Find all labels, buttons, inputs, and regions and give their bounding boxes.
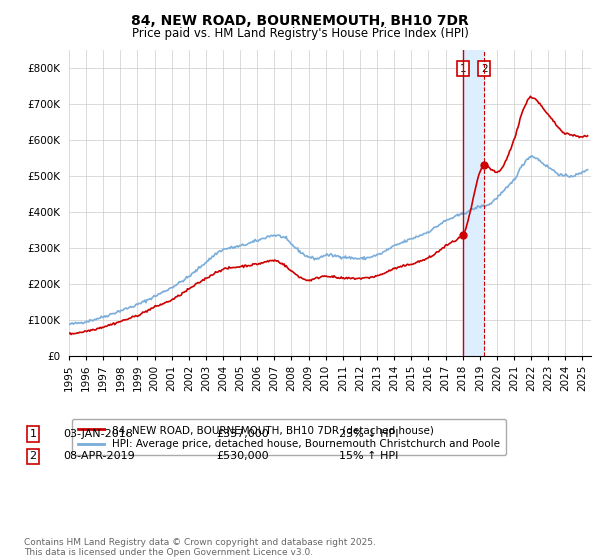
Text: 84, NEW ROAD, BOURNEMOUTH, BH10 7DR: 84, NEW ROAD, BOURNEMOUTH, BH10 7DR xyxy=(131,14,469,28)
Text: 08-APR-2019: 08-APR-2019 xyxy=(63,451,135,461)
Text: 03-JAN-2018: 03-JAN-2018 xyxy=(63,429,133,439)
Text: Price paid vs. HM Land Registry's House Price Index (HPI): Price paid vs. HM Land Registry's House … xyxy=(131,27,469,40)
Text: £530,000: £530,000 xyxy=(216,451,269,461)
Text: Contains HM Land Registry data © Crown copyright and database right 2025.
This d: Contains HM Land Registry data © Crown c… xyxy=(24,538,376,557)
Text: £337,000: £337,000 xyxy=(216,429,269,439)
Text: 1: 1 xyxy=(460,64,466,74)
Text: 15% ↑ HPI: 15% ↑ HPI xyxy=(339,451,398,461)
Text: 23% ↓ HPI: 23% ↓ HPI xyxy=(339,429,398,439)
Text: 2: 2 xyxy=(481,64,488,74)
Legend: 84, NEW ROAD, BOURNEMOUTH, BH10 7DR (detached house), HPI: Average price, detach: 84, NEW ROAD, BOURNEMOUTH, BH10 7DR (det… xyxy=(71,419,506,455)
Text: 2: 2 xyxy=(29,451,37,461)
Text: 1: 1 xyxy=(29,429,37,439)
Bar xyxy=(463,50,484,356)
